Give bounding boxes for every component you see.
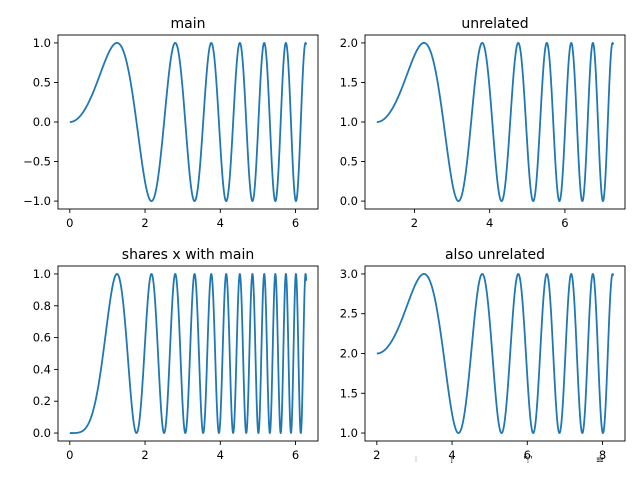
y-tick-label: 0.2 (33, 394, 51, 408)
x-tick-label: 2 (141, 216, 148, 230)
y-tick-label: 0.0 (33, 115, 51, 129)
subplot-title: main (171, 16, 206, 32)
x-tick-label: 6 (292, 216, 299, 230)
x-tick-label: 0 (66, 216, 73, 230)
y-tick-label: 0.4 (33, 362, 51, 376)
y-tick-label: 1.0 (340, 426, 358, 440)
x-tick-label: 2 (141, 448, 148, 462)
y-tick-label: 1.0 (33, 267, 51, 281)
y-tick-label: −0.5 (23, 155, 51, 169)
subplot-title: shares x with main (122, 247, 254, 263)
y-tick-label: 1.0 (33, 36, 51, 50)
series-line (69, 42, 308, 202)
y-tick-label: 1.5 (340, 386, 358, 400)
y-tick-label: 0.6 (33, 331, 51, 345)
stray-marks: f ♈ ≡ (415, 455, 604, 466)
y-tick-label: 2.5 (340, 307, 358, 321)
subplot-title: unrelated (461, 16, 528, 32)
x-tick-label: 6 (292, 448, 299, 462)
y-tick-label: 3.0 (340, 267, 358, 281)
y-tick-label: 0.5 (33, 75, 51, 89)
x-tick-label: 4 (217, 448, 224, 462)
x-tick-label: 2 (373, 448, 380, 462)
series-line (376, 273, 615, 434)
subplot-title: also unrelated (445, 247, 545, 263)
x-tick-label: 0 (66, 448, 73, 462)
x-tick-label: 4 (486, 216, 493, 230)
x-tick-label: 6 (524, 448, 531, 462)
y-tick-label: 1.0 (340, 115, 358, 129)
subplot-2: unrelated 2 4 6 0.0 0.5 1.0 1.5 2.0 (340, 16, 626, 230)
y-tick-label: 2.0 (340, 36, 358, 50)
y-tick-label: 0.0 (33, 426, 51, 440)
y-tick-label: −1.0 (23, 194, 51, 208)
subplot-1: main 0 2 4 6 −1.0 −0.5 0.0 0.5 1.0 (23, 16, 319, 230)
y-tick-label: 2.0 (340, 347, 358, 361)
x-tick-label: 4 (217, 216, 224, 230)
series-line (376, 42, 615, 202)
y-tick-label: 0.0 (340, 194, 358, 208)
x-tick-label: 8 (599, 448, 606, 462)
y-tick-label: 0.8 (33, 299, 51, 313)
series-line (69, 273, 308, 434)
y-tick-label: 1.5 (340, 75, 358, 89)
x-tick-label: 2 (411, 216, 418, 230)
y-tick-label: 0.5 (340, 155, 358, 169)
subplot-3: shares x with main 0 2 4 6 0.0 0.2 0.4 0.6 0.8 1.0 (33, 247, 319, 462)
x-tick-label: 6 (561, 216, 568, 230)
axes-frame (57, 265, 319, 442)
